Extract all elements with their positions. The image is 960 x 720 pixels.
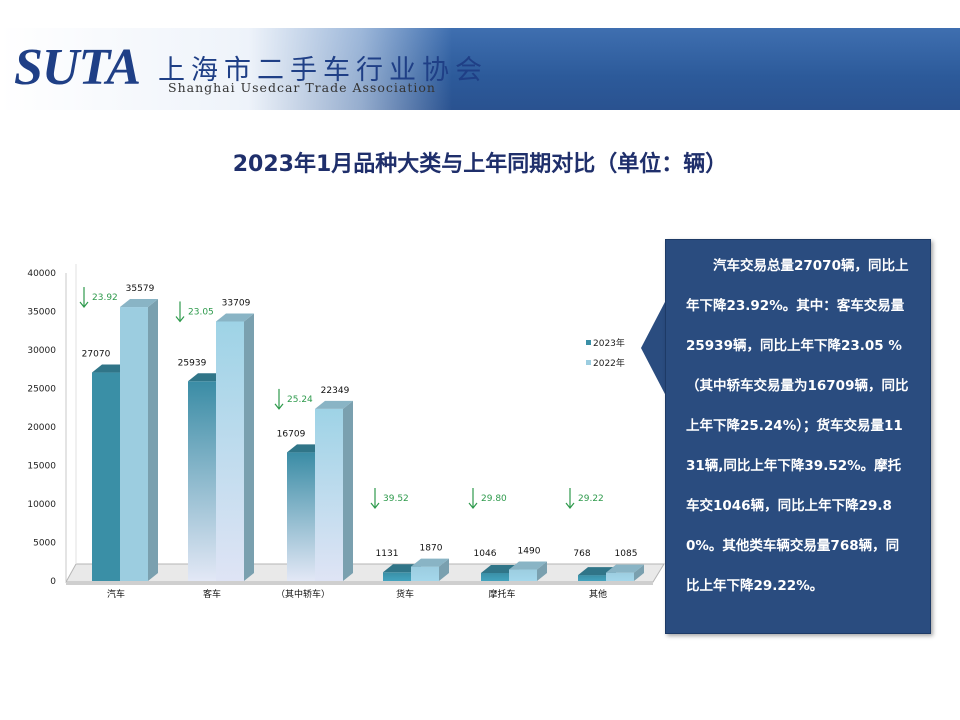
page-title: 2023年1月品种大类与上年同期对比（单位：辆） xyxy=(232,152,728,177)
summary-callout xyxy=(665,239,931,634)
bar-front xyxy=(481,572,509,581)
decline-arrowhead xyxy=(468,502,478,509)
callout-pointer xyxy=(641,300,666,396)
data-label: 1085 xyxy=(615,549,638,559)
org-name-cn: 上海市二手车行业协会 xyxy=(158,55,488,86)
bar-front xyxy=(411,566,439,581)
y-tick-label: 35000 xyxy=(27,308,56,318)
bar-side xyxy=(148,299,158,581)
decline-pct-label: 29.22 xyxy=(578,494,604,504)
decline-arrowhead xyxy=(565,502,575,509)
data-label: 27070 xyxy=(82,350,111,360)
logo-banner xyxy=(0,28,452,110)
y-tick-label: 30000 xyxy=(27,346,56,356)
decline-arrowhead xyxy=(79,301,89,309)
bar-front xyxy=(315,408,343,581)
x-category-label: 摩托车 xyxy=(488,588,515,600)
bar-front xyxy=(287,452,315,581)
bar-top xyxy=(509,561,547,570)
bar-2022 xyxy=(606,564,644,581)
data-label: 1870 xyxy=(420,544,443,554)
data-label: 35579 xyxy=(126,284,155,294)
bar-side xyxy=(634,564,644,581)
decline-pct-label: 23.92 xyxy=(92,293,118,303)
bar-front xyxy=(606,572,634,581)
decline-arrowhead xyxy=(370,502,380,509)
x-category-label: 货车 xyxy=(396,588,414,600)
y-tick-label: 0 xyxy=(50,577,56,587)
bar-front xyxy=(92,372,120,581)
x-category-label: 客车 xyxy=(203,588,221,600)
decline-arrowhead xyxy=(274,403,284,410)
data-label: 1131 xyxy=(376,549,399,559)
x-category-label: 汽车 xyxy=(107,588,125,600)
legend-label-2023: 2023年 xyxy=(593,337,625,349)
suta-logo: SUTA xyxy=(14,39,141,96)
legend-label-2022: 2022年 xyxy=(593,357,625,369)
bar-side xyxy=(537,561,547,581)
y-tick-label: 10000 xyxy=(27,500,56,510)
org-name-en: Shanghai Usedcar Trade Association xyxy=(168,80,436,95)
y-tick-label: 40000 xyxy=(27,269,56,279)
chart-floor-edge xyxy=(66,582,653,585)
bar-side xyxy=(343,400,353,581)
data-label: 16709 xyxy=(277,429,306,439)
y-tick-label: 15000 xyxy=(27,462,56,472)
decline-pct-label: 25.24 xyxy=(287,395,313,405)
data-label: 25939 xyxy=(178,358,207,368)
y-tick-label: 5000 xyxy=(33,539,56,549)
legend-swatch-2023 xyxy=(586,340,591,345)
bar-front xyxy=(120,307,148,581)
bar-2022 xyxy=(509,561,547,581)
bar-top xyxy=(120,299,158,308)
bar-front xyxy=(509,569,537,581)
bar-side xyxy=(244,313,254,581)
legend-swatch-2022 xyxy=(586,360,591,365)
y-tick-label: 20000 xyxy=(27,423,56,433)
data-label: 33709 xyxy=(222,298,251,308)
bar-side xyxy=(439,558,449,581)
data-label: 1490 xyxy=(518,547,541,557)
data-label: 1046 xyxy=(474,549,497,559)
summary-text: 汽车交易总量27070辆，同比上年下降23.92%。其中：客车交易量25939辆… xyxy=(686,258,909,594)
decline-pct-label: 29.80 xyxy=(481,494,507,504)
decline-pct-label: 39.52 xyxy=(383,494,409,504)
bar-top xyxy=(411,558,449,567)
bar-front xyxy=(383,572,411,581)
bar-top xyxy=(315,400,353,409)
decline-pct-label: 23.05 xyxy=(188,307,214,317)
bar-2022 xyxy=(315,400,353,581)
x-category-label: 其他 xyxy=(589,588,607,600)
x-category-label: （其中轿车） xyxy=(276,588,330,600)
data-label: 768 xyxy=(573,549,590,559)
y-tick-label: 25000 xyxy=(27,385,56,395)
data-label: 22349 xyxy=(321,386,350,396)
bar-front xyxy=(578,575,606,581)
bar-2022 xyxy=(411,558,449,581)
bar-front xyxy=(188,381,216,581)
bar-front xyxy=(216,321,244,581)
bar-2022 xyxy=(216,313,254,581)
bar-top xyxy=(606,564,644,573)
bar-2022 xyxy=(120,299,158,581)
decline-arrowhead xyxy=(175,316,185,323)
bar-top xyxy=(216,313,254,322)
